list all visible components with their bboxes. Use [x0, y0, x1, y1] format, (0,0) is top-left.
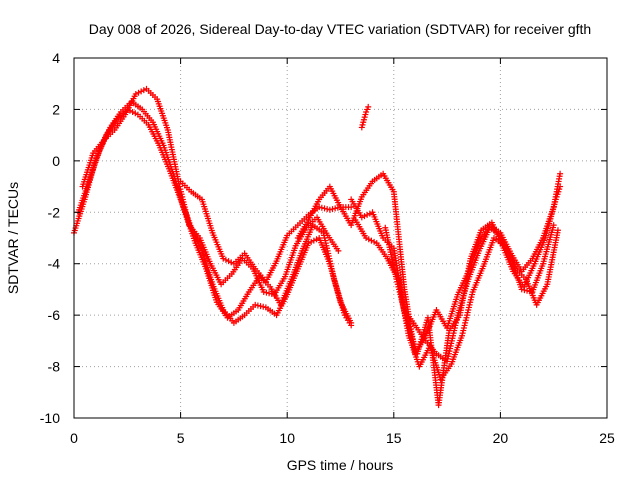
data-point-interp — [268, 290, 275, 297]
y-tick-label: -2 — [48, 204, 61, 220]
series-sat-d — [177, 178, 355, 285]
data-point-interp — [310, 237, 317, 244]
data-point-interp — [366, 210, 373, 217]
x-tick-label: 5 — [177, 430, 185, 446]
data-point-interp — [371, 238, 378, 245]
data-point — [363, 235, 370, 241]
data-point-interp — [368, 237, 375, 244]
data-point-interp — [324, 206, 331, 213]
x-tick-label: 20 — [493, 430, 509, 446]
data-point-interp — [263, 289, 270, 296]
y-tick-label: -10 — [40, 410, 60, 426]
data-point-interp — [313, 236, 320, 243]
data-point — [220, 255, 227, 262]
data-point-interp — [364, 211, 371, 218]
data-point — [348, 322, 355, 329]
y-tick-label: -8 — [48, 359, 61, 375]
data-point — [132, 91, 139, 97]
data-point-interp — [332, 205, 339, 212]
grid-lines — [74, 58, 607, 418]
data-point — [365, 103, 372, 110]
y-axis-label: SDTVAR / TECUs — [5, 182, 21, 294]
data-point-interp — [132, 110, 139, 117]
data-point-interp — [260, 303, 267, 310]
data-point-interp — [140, 87, 147, 94]
data-point — [316, 204, 323, 211]
x-tick-label: 15 — [386, 430, 402, 446]
x-tick-label: 10 — [279, 430, 295, 446]
data-points — [71, 85, 564, 409]
data-point — [326, 206, 333, 213]
data-point-interp — [225, 258, 232, 265]
data-point — [348, 204, 355, 211]
y-tick-label: 0 — [52, 153, 60, 169]
x-tick-label: 0 — [70, 430, 78, 446]
x-axis-label: GPS time / hours — [287, 457, 394, 473]
data-point — [550, 222, 557, 229]
data-point-interp — [361, 213, 368, 220]
data-point-interp — [228, 259, 235, 266]
y-tick-label: -4 — [48, 256, 61, 272]
data-point — [260, 289, 267, 295]
data-point-interp — [129, 109, 136, 115]
data-point-interp — [365, 236, 372, 243]
data-point — [252, 301, 259, 308]
chart-title: Day 008 of 2026, Sidereal Day-to-day VTE… — [89, 21, 591, 37]
data-point-interp — [222, 256, 229, 263]
data-point-interp — [257, 303, 264, 310]
data-point-interp — [308, 238, 315, 245]
x-tick-label: 25 — [599, 430, 615, 446]
data-point — [557, 183, 564, 190]
plot-frame — [73, 57, 608, 419]
data-point — [358, 214, 365, 221]
y-tick-label: -6 — [48, 307, 61, 323]
data-point-interp — [266, 290, 273, 297]
data-point-interp — [138, 88, 145, 95]
data-point — [554, 227, 561, 234]
series-sat-i — [382, 183, 564, 409]
data-point — [557, 170, 564, 177]
data-point-interp — [135, 89, 142, 96]
data-point-interp — [329, 206, 336, 213]
series-sat-c — [79, 85, 342, 298]
y-tick-label: 2 — [52, 101, 60, 117]
data-point-interp — [318, 204, 325, 211]
y-tick-label: 4 — [52, 50, 60, 66]
data-point-interp — [321, 205, 328, 212]
data-point-interp — [254, 302, 261, 309]
series-sat-h — [358, 103, 372, 131]
data-point — [335, 247, 342, 254]
